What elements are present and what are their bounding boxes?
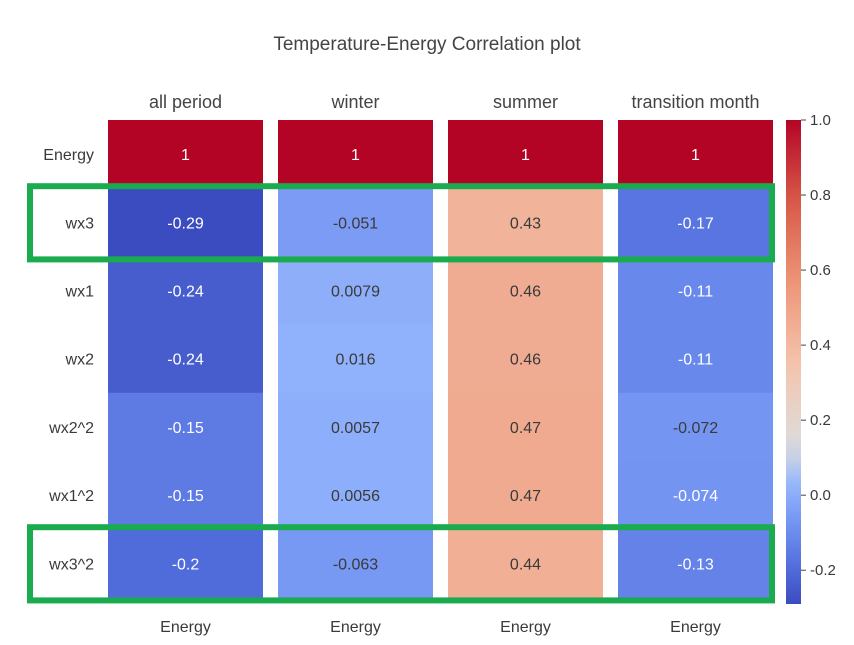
colorbar-tick-label: 0.8 bbox=[810, 187, 831, 204]
cell-value-label: -0.24 bbox=[167, 352, 204, 369]
row-label: wx3^2 bbox=[48, 556, 94, 573]
cell-value-label: -0.074 bbox=[673, 488, 718, 505]
colorbar-tick-label: 0.0 bbox=[810, 487, 831, 504]
cell-value-label: -0.15 bbox=[167, 488, 204, 505]
heatmap-cell bbox=[448, 392, 603, 462]
cell-value-label: 0.016 bbox=[335, 352, 375, 369]
x-tick-label: Energy bbox=[500, 619, 551, 636]
chart-title: Temperature-Energy Correlation plot bbox=[273, 34, 581, 55]
heatmap-cell bbox=[618, 392, 773, 462]
heatmap-cell bbox=[448, 120, 603, 189]
cell-value-label: 0.47 bbox=[510, 420, 541, 437]
cell-value-label: 0.0057 bbox=[331, 420, 380, 437]
cell-value-label: -0.13 bbox=[677, 556, 714, 573]
heatmap-cell bbox=[278, 256, 433, 326]
cell-value-label: 1 bbox=[351, 147, 360, 164]
cell-value-label: 0.43 bbox=[510, 215, 541, 232]
heatmap-cell bbox=[448, 324, 603, 394]
column-header: winter bbox=[330, 92, 379, 112]
cell-value-label: -0.051 bbox=[333, 215, 378, 232]
cell-value-label: 0.0056 bbox=[331, 488, 380, 505]
x-tick-label: Energy bbox=[330, 619, 381, 636]
heatmap-cell bbox=[618, 461, 773, 530]
column-header: transition month bbox=[631, 92, 759, 112]
row-label: wx1 bbox=[65, 284, 95, 301]
row-label: wx3 bbox=[65, 215, 95, 232]
cell-value-label: -0.11 bbox=[678, 284, 713, 301]
heatmap-cell bbox=[618, 188, 773, 257]
cell-value-label: 1 bbox=[691, 147, 700, 164]
cell-value-label: 1 bbox=[521, 147, 530, 164]
cell-value-label: -0.063 bbox=[333, 556, 378, 573]
heatmap-cell bbox=[618, 120, 773, 189]
heatmap-cell bbox=[108, 529, 263, 598]
heatmap-cell bbox=[108, 324, 263, 394]
colorbar-tick-label: 0.6 bbox=[810, 262, 831, 279]
x-tick-label: Energy bbox=[670, 619, 721, 636]
cell-value-label: -0.15 bbox=[167, 420, 204, 437]
heatmap-cell bbox=[448, 461, 603, 530]
heatmap-cell bbox=[108, 188, 263, 257]
cell-value-label: 0.46 bbox=[510, 284, 541, 301]
colorbar bbox=[786, 120, 801, 604]
x-tick-label: Energy bbox=[160, 619, 211, 636]
heatmap-cell bbox=[278, 461, 433, 530]
column-header: all period bbox=[149, 92, 222, 112]
cell-value-label: -0.17 bbox=[677, 215, 714, 232]
row-label: wx2^2 bbox=[48, 420, 94, 437]
cell-value-label: 0.46 bbox=[510, 352, 541, 369]
heatmap-cell bbox=[448, 529, 603, 598]
heatmap-cell bbox=[448, 256, 603, 326]
heatmap-cell bbox=[618, 324, 773, 394]
heatmap-cell bbox=[618, 256, 773, 326]
cell-value-label: -0.2 bbox=[172, 556, 200, 573]
heatmap-cell bbox=[278, 120, 433, 189]
heatmap-cell bbox=[618, 529, 773, 598]
heatmap-cell bbox=[278, 324, 433, 394]
cell-value-label: -0.072 bbox=[673, 420, 718, 437]
column-header: summer bbox=[493, 92, 558, 112]
heatmap-cell bbox=[108, 392, 263, 462]
cell-value-label: 0.0079 bbox=[331, 284, 380, 301]
heatmap-cell bbox=[448, 188, 603, 257]
cell-value-label: -0.24 bbox=[167, 284, 204, 301]
row-highlight-box bbox=[27, 524, 775, 604]
row-label: Energy bbox=[43, 147, 94, 164]
heatmap-cell bbox=[278, 529, 433, 598]
heatmap-cell bbox=[278, 392, 433, 462]
heatmap-cell bbox=[108, 120, 263, 189]
colorbar-tick-label: 0.4 bbox=[810, 337, 831, 354]
heatmap-cell bbox=[108, 461, 263, 530]
cell-value-label: 0.44 bbox=[510, 556, 541, 573]
colorbar-tick-label: 0.2 bbox=[810, 412, 831, 429]
heatmap-cell bbox=[108, 256, 263, 326]
colorbar-tick-label: 1.0 bbox=[810, 112, 831, 129]
row-label: wx2 bbox=[65, 352, 95, 369]
cell-value-label: -0.29 bbox=[167, 215, 204, 232]
cell-value-label: -0.11 bbox=[678, 352, 713, 369]
row-highlight-box bbox=[27, 183, 775, 263]
row-label: wx1^2 bbox=[48, 488, 94, 505]
cell-value-label: 1 bbox=[181, 147, 190, 164]
colorbar-tick-label: -0.2 bbox=[810, 562, 836, 579]
cell-value-label: 0.47 bbox=[510, 488, 541, 505]
heatmap-cell bbox=[278, 188, 433, 257]
